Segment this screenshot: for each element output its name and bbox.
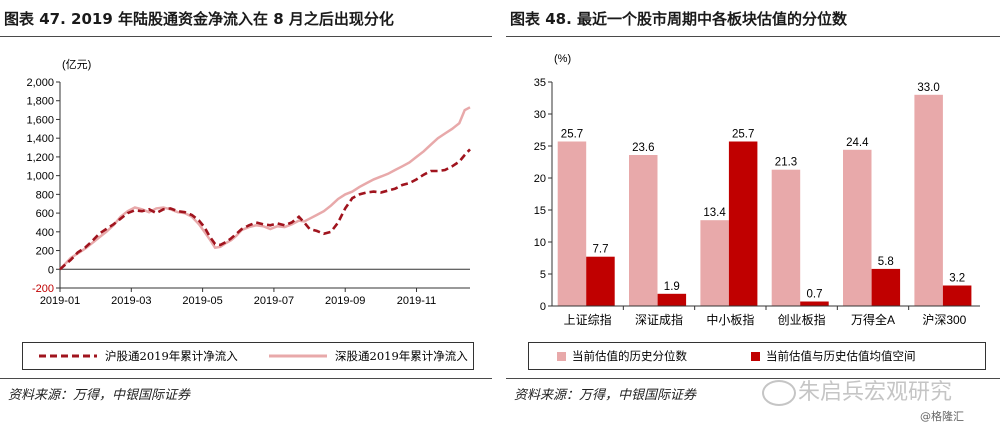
bar-value-label: 7.7 bbox=[593, 244, 609, 256]
category-label: 万得全A bbox=[851, 312, 895, 327]
legend-label-percentile: 当前估值的历史分位数 bbox=[572, 349, 687, 363]
bar-value-label: 3.2 bbox=[949, 273, 965, 285]
y-tick-label: 2,000 bbox=[26, 77, 54, 89]
credit-text: @格隆汇 bbox=[920, 410, 964, 423]
bar-value-label: 5.8 bbox=[878, 256, 894, 268]
line-chart-unit: (亿元) bbox=[62, 58, 91, 71]
category-label: 沪深300 bbox=[922, 313, 966, 327]
category-label: 上证综指 bbox=[564, 312, 612, 327]
category-label: 创业板指 bbox=[778, 312, 826, 327]
watermark-text: 朱启兵宏观研究 bbox=[798, 380, 953, 405]
x-tick-label: 2019-03 bbox=[111, 295, 151, 307]
legend-swatch-dashed bbox=[39, 354, 97, 358]
bar-chart: (%) 0 5 10 15 20 25 30 35 25.7 7.7 23.6 1.9 13.4 25.… bbox=[534, 53, 980, 327]
x-tick-label: 2019-01 bbox=[40, 295, 80, 307]
bar-chart-unit: (%) bbox=[554, 53, 571, 65]
bar bbox=[586, 256, 615, 306]
legend-label-shanghai: 沪股通2019年累计净流入 bbox=[105, 349, 238, 363]
y-tick-label: 1,200 bbox=[26, 152, 54, 164]
y-tick-label: 20 bbox=[534, 173, 546, 185]
y-tick-label: 25 bbox=[534, 141, 546, 153]
bar bbox=[771, 169, 801, 306]
bar bbox=[557, 141, 587, 306]
bar bbox=[871, 268, 901, 306]
x-tick-label: 2019-05 bbox=[182, 295, 222, 307]
wechat-icon bbox=[762, 380, 796, 406]
line-chart: (亿元) -200 0 200 400 600 800 1,000 1,200 1,400 1,6… bbox=[26, 58, 471, 307]
bar-value-label: 13.4 bbox=[703, 207, 726, 219]
bar-chart-title: 图表 48. 最近一个股市周期中各板块估值的分位数 bbox=[510, 10, 848, 28]
bar-value-label: 0.7 bbox=[807, 289, 823, 301]
legend-swatch-pink bbox=[557, 352, 566, 361]
source-divider bbox=[506, 378, 1000, 379]
series-line bbox=[59, 148, 471, 271]
y-tick-label: 200 bbox=[36, 246, 54, 258]
bar-value-label: 1.9 bbox=[664, 281, 680, 293]
bar bbox=[800, 301, 829, 306]
y-tick-label: 800 bbox=[36, 189, 54, 201]
category-label: 中小板指 bbox=[706, 312, 754, 327]
bar-chart-panel: 图表 48. 最近一个股市周期中各板块估值的分位数 (%) 0 5 10 15 20 25… bbox=[506, 0, 1000, 431]
y-tick-label: 30 bbox=[534, 109, 546, 121]
y-tick-label: 35 bbox=[534, 77, 546, 89]
bar bbox=[700, 220, 729, 306]
y-tick-label: 600 bbox=[36, 208, 54, 220]
bar-value-label: 25.7 bbox=[732, 129, 754, 141]
y-tick-label: 5 bbox=[540, 269, 546, 281]
x-tick-label: 2019-07 bbox=[254, 295, 294, 307]
bar-value-label: 23.6 bbox=[632, 142, 654, 154]
bar bbox=[914, 94, 943, 306]
bar bbox=[629, 155, 658, 306]
bar bbox=[942, 285, 972, 306]
legend-swatch-red bbox=[751, 352, 760, 361]
y-tick-label: 400 bbox=[36, 227, 54, 239]
title-divider bbox=[0, 36, 492, 37]
bar-value-label: 24.4 bbox=[846, 137, 869, 149]
y-tick-label: -200 bbox=[32, 283, 54, 295]
category-label: 深证成指 bbox=[635, 312, 683, 327]
y-tick-label: 1,000 bbox=[26, 171, 54, 183]
series-line bbox=[59, 106, 471, 271]
line-chart-source: 资料来源：万得，中银国际证券 bbox=[8, 388, 191, 403]
y-tick-label: 0 bbox=[540, 301, 546, 313]
source-divider bbox=[0, 378, 492, 379]
line-chart-title: 图表 47. 2019 年陆股通资金净流入在 8 月之后出现分化 bbox=[4, 10, 394, 28]
legend-label-gap: 当前估值与历史估值均值空间 bbox=[766, 349, 916, 363]
y-tick-label: 1,400 bbox=[26, 133, 54, 145]
y-tick-label: 1,800 bbox=[26, 96, 54, 108]
y-tick-label: 15 bbox=[534, 205, 546, 217]
bar-value-label: 33.0 bbox=[917, 82, 939, 94]
bar-value-label: 25.7 bbox=[561, 129, 583, 141]
y-tick-label: 10 bbox=[534, 237, 546, 249]
bar-chart-legend: 当前估值的历史分位数 当前估值与历史估值均值空间 bbox=[528, 342, 986, 370]
legend-label-shenzhen: 深股通2019年累计净流入 bbox=[335, 349, 468, 363]
bar-chart-source: 资料来源：万得，中银国际证券 bbox=[514, 388, 697, 403]
bar bbox=[843, 149, 872, 306]
bar-value-label: 21.3 bbox=[775, 157, 797, 169]
bar bbox=[657, 293, 687, 306]
line-chart-panel: 图表 47. 2019 年陆股通资金净流入在 8 月之后出现分化 (亿元) -2… bbox=[0, 0, 492, 431]
title-divider bbox=[506, 36, 1000, 37]
legend-swatch-solid bbox=[269, 354, 327, 358]
x-tick-label: 2019-11 bbox=[397, 295, 437, 307]
line-chart-legend: 沪股通2019年累计净流入 深股通2019年累计净流入 bbox=[22, 342, 474, 370]
bar bbox=[728, 141, 758, 306]
y-tick-label: 0 bbox=[48, 264, 54, 276]
y-tick-label: 1,600 bbox=[26, 114, 54, 126]
x-tick-label: 2019-09 bbox=[325, 295, 365, 307]
